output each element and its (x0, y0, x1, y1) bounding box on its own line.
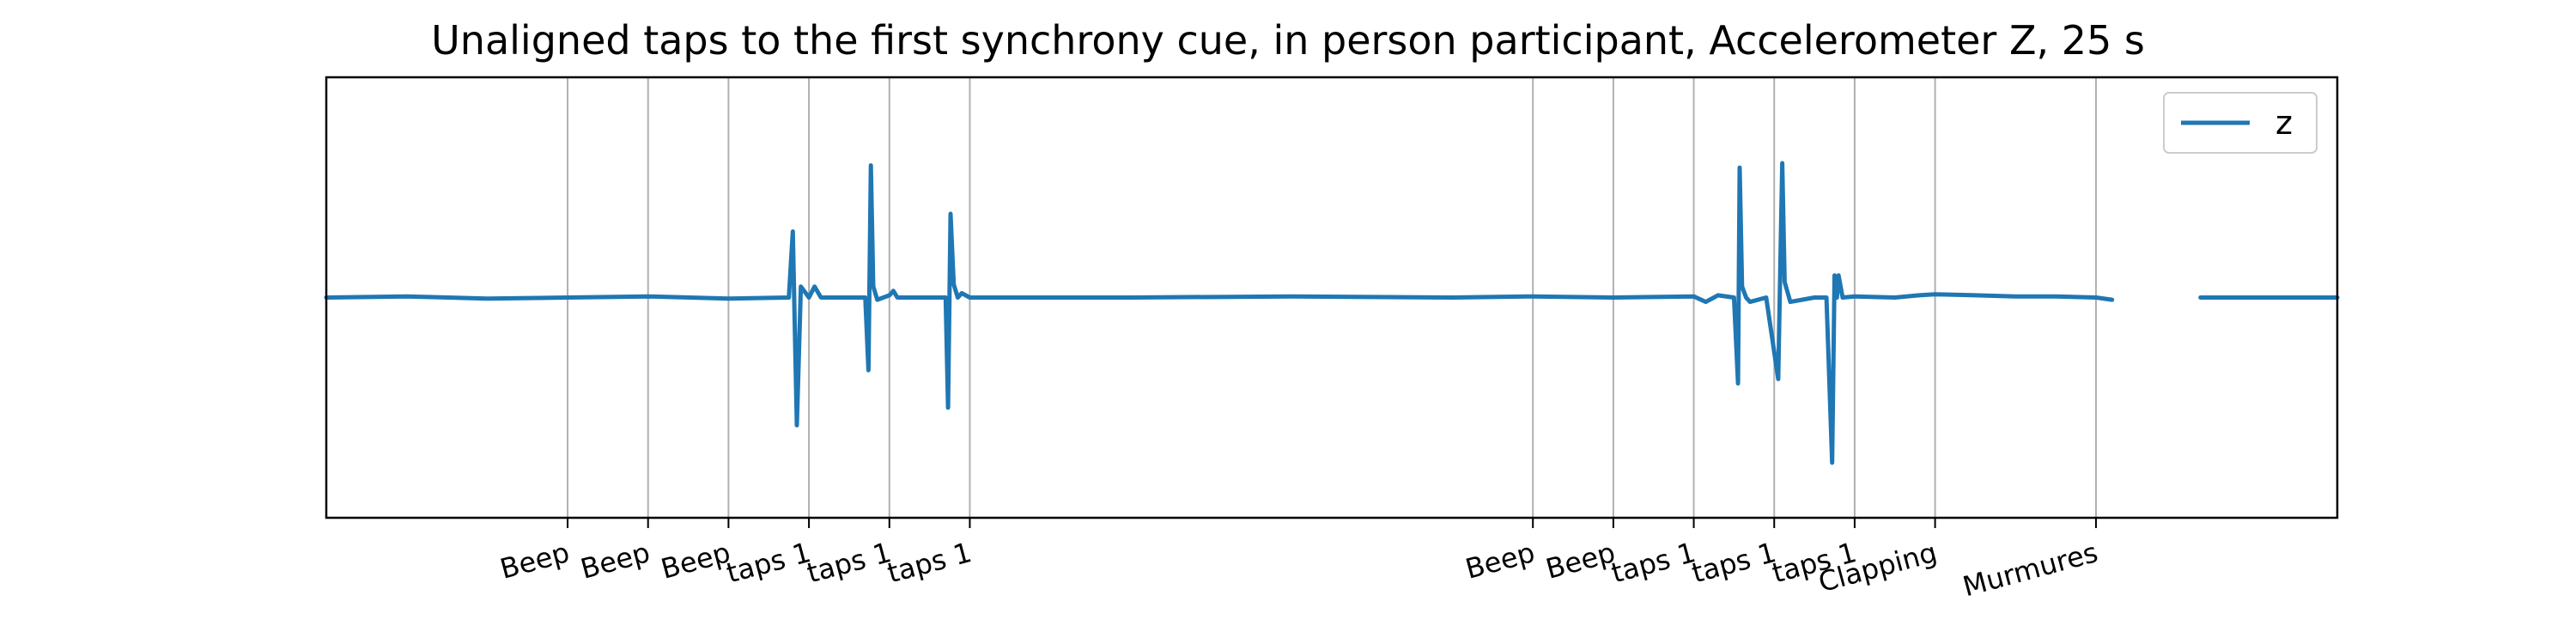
legend: z (2163, 92, 2318, 154)
x-tick-label: Beep (658, 536, 734, 586)
x-tick-label: Murmures (1959, 536, 2101, 603)
x-tick-label: taps 1 (884, 536, 975, 590)
legend-label-z: z (2275, 104, 2293, 142)
x-tick-label: taps 1 (723, 536, 814, 590)
series-line-z (324, 161, 2115, 465)
chart-title: Unaligned taps to the first synchrony cu… (431, 17, 2145, 64)
plot-frame (325, 76, 2339, 519)
x-tick-label: taps 1 (804, 536, 895, 590)
x-tick-label: taps 1 (1608, 536, 1699, 590)
x-tick-label: Beep (496, 536, 573, 586)
x-tick-label: Beep (1542, 536, 1619, 586)
plot-data (324, 161, 2340, 465)
x-tick-label: taps 1 (1688, 536, 1779, 590)
x-tick-label: Beep (1462, 536, 1539, 586)
x-tick-label: Beep (577, 536, 653, 586)
